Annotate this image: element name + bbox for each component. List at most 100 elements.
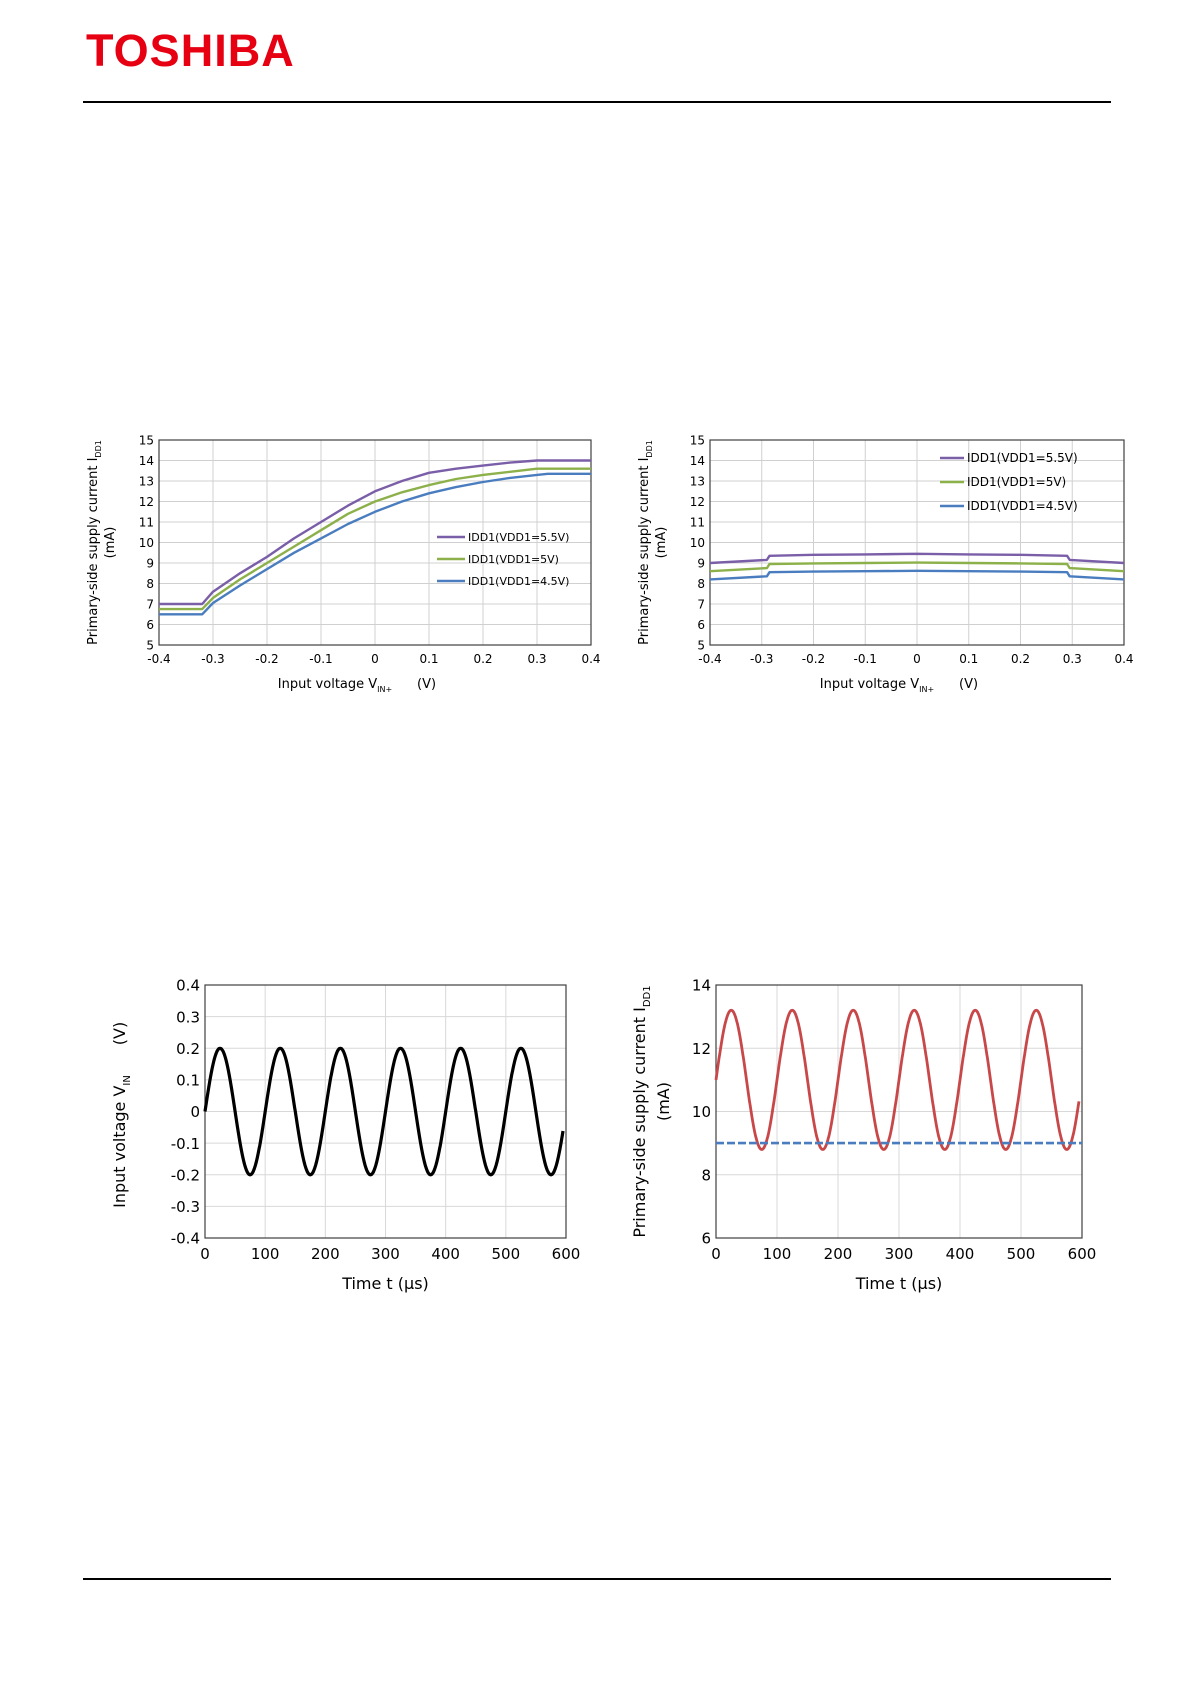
plot-frame [158,439,592,646]
x-axis-unit: (V) [417,677,436,692]
series-line-2 [159,472,591,616]
y-tick-label: 0 [190,1103,200,1121]
y-axis-unit: (mA) [654,1082,673,1121]
x-tick-label: 100 [251,1245,280,1263]
y-axis-title-main: Input voltage V [110,1086,129,1208]
legend-label: IDD1(VDD1=4.5V) [967,499,1078,513]
y-tick-label: 15 [139,434,154,448]
x-tick-label: -0.1 [309,652,332,666]
legend-label: IDD1(VDD1=4.5V) [468,575,569,588]
y-tick-label: 9 [146,557,154,571]
y-tick-label: 14 [690,454,705,468]
series-line-0 [159,459,591,606]
y-tick-label: -0.3 [171,1198,200,1216]
y-tick-label: 14 [139,454,154,468]
x-axis-title-main: Input voltage V [820,677,919,692]
x-tick-label: 0.2 [1011,652,1030,666]
y-tick-label: 0.1 [176,1072,200,1090]
legend-label: IDD1(VDD1=5V) [468,553,559,566]
y-axis-title: Primary-side supply current IDD1 [637,440,654,645]
plot-frame [715,984,1083,1239]
y-axis-title-main: Primary-side supply current I [637,458,652,645]
x-axis-title: Input voltage VIN+ [278,677,392,694]
x-tick-label: -0.2 [802,652,825,666]
y-tick-label: 8 [701,1166,711,1184]
x-tick-label: 0.1 [959,652,978,666]
y-tick-label: 12 [692,1040,711,1058]
series-line-1 [709,561,1125,573]
y-tick-label: 9 [697,557,705,571]
x-tick-label: 0.3 [1063,652,1082,666]
y-tick-label: 5 [146,639,154,653]
legend-label: IDD1(VDD1=5V) [967,475,1066,489]
x-tick-label: 500 [1007,1245,1036,1263]
y-tick-label: 6 [701,1230,711,1248]
y-tick-label: 12 [139,495,154,509]
header-rule [83,101,1111,103]
y-axis-title-main: Primary-side supply current I [86,458,101,645]
x-tick-label: 400 [946,1245,975,1263]
series-line-0 [709,552,1125,565]
x-axis-title: Time t (µs) [855,1274,943,1293]
y-tick-label: -0.2 [171,1166,200,1184]
y-tick-label: 5 [697,639,705,653]
x-axis-title-sub: IN+ [919,685,934,694]
x-tick-label: 0 [371,652,379,666]
y-axis-unit: (mA) [654,527,669,559]
series-line-1 [159,467,591,611]
x-tick-label: -0.3 [750,652,773,666]
y-axis-title-sub: IN [122,1075,133,1085]
y-tick-label: 10 [692,1103,711,1121]
y-axis-title: Input voltage VIN [110,1075,133,1208]
x-axis-title-sub: IN+ [377,685,392,694]
x-tick-label: 0 [200,1245,210,1263]
y-tick-label: 11 [690,516,705,530]
y-axis-title-main: Primary-side supply current I [630,1007,649,1238]
x-axis-title: Time t (µs) [341,1274,429,1293]
y-tick-label: 7 [697,598,705,612]
plot-frame [709,439,1125,646]
y-axis-title-sub: DD1 [645,440,654,457]
y-axis-title-sub: DD1 [642,985,653,1007]
y-tick-label: 11 [139,516,154,530]
y-tick-label: 6 [146,618,154,632]
y-tick-label: 7 [146,598,154,612]
series-line-2 [709,569,1125,581]
x-tick-label: 400 [431,1245,460,1263]
y-tick-label: 6 [697,618,705,632]
x-axis-title-main: Input voltage V [278,677,377,692]
y-tick-label: 10 [690,536,705,550]
legend-label: IDD1(VDD1=5.5V) [468,531,569,544]
x-tick-label: 0.3 [527,652,546,666]
x-tick-label: 600 [552,1245,581,1263]
x-tick-label: 0.4 [1114,652,1133,666]
y-axis-unit: (mA) [103,527,118,559]
x-tick-label: 200 [311,1245,340,1263]
y-tick-label: 0.4 [176,977,200,995]
y-tick-label: 0.2 [176,1040,200,1058]
y-axis-title-sub: DD1 [94,440,103,457]
x-tick-label: 0.1 [419,652,438,666]
y-axis-title: Primary-side supply current IDD1 [86,440,103,645]
y-tick-label: 8 [146,577,154,591]
series-line-0 [714,1008,1081,1151]
y-tick-label: 8 [697,577,705,591]
y-tick-label: 13 [139,475,154,489]
x-tick-label: 100 [763,1245,792,1263]
x-tick-label: -0.2 [255,652,278,666]
y-tick-label: 14 [692,977,711,995]
x-tick-label: -0.4 [147,652,170,666]
x-tick-label: -0.3 [201,652,224,666]
x-tick-label: 0 [711,1245,721,1263]
x-tick-label: 0 [913,652,921,666]
y-tick-label: 12 [690,495,705,509]
x-tick-label: 500 [492,1245,521,1263]
x-tick-label: -0.4 [698,652,721,666]
toshiba-logo: TOSHIBA [86,25,295,76]
y-tick-label: 10 [139,536,154,550]
x-axis-title: Input voltage VIN+ [820,677,934,694]
y-axis-unit: (V) [110,1022,129,1045]
x-tick-label: 300 [885,1245,914,1263]
x-tick-label: 300 [371,1245,400,1263]
